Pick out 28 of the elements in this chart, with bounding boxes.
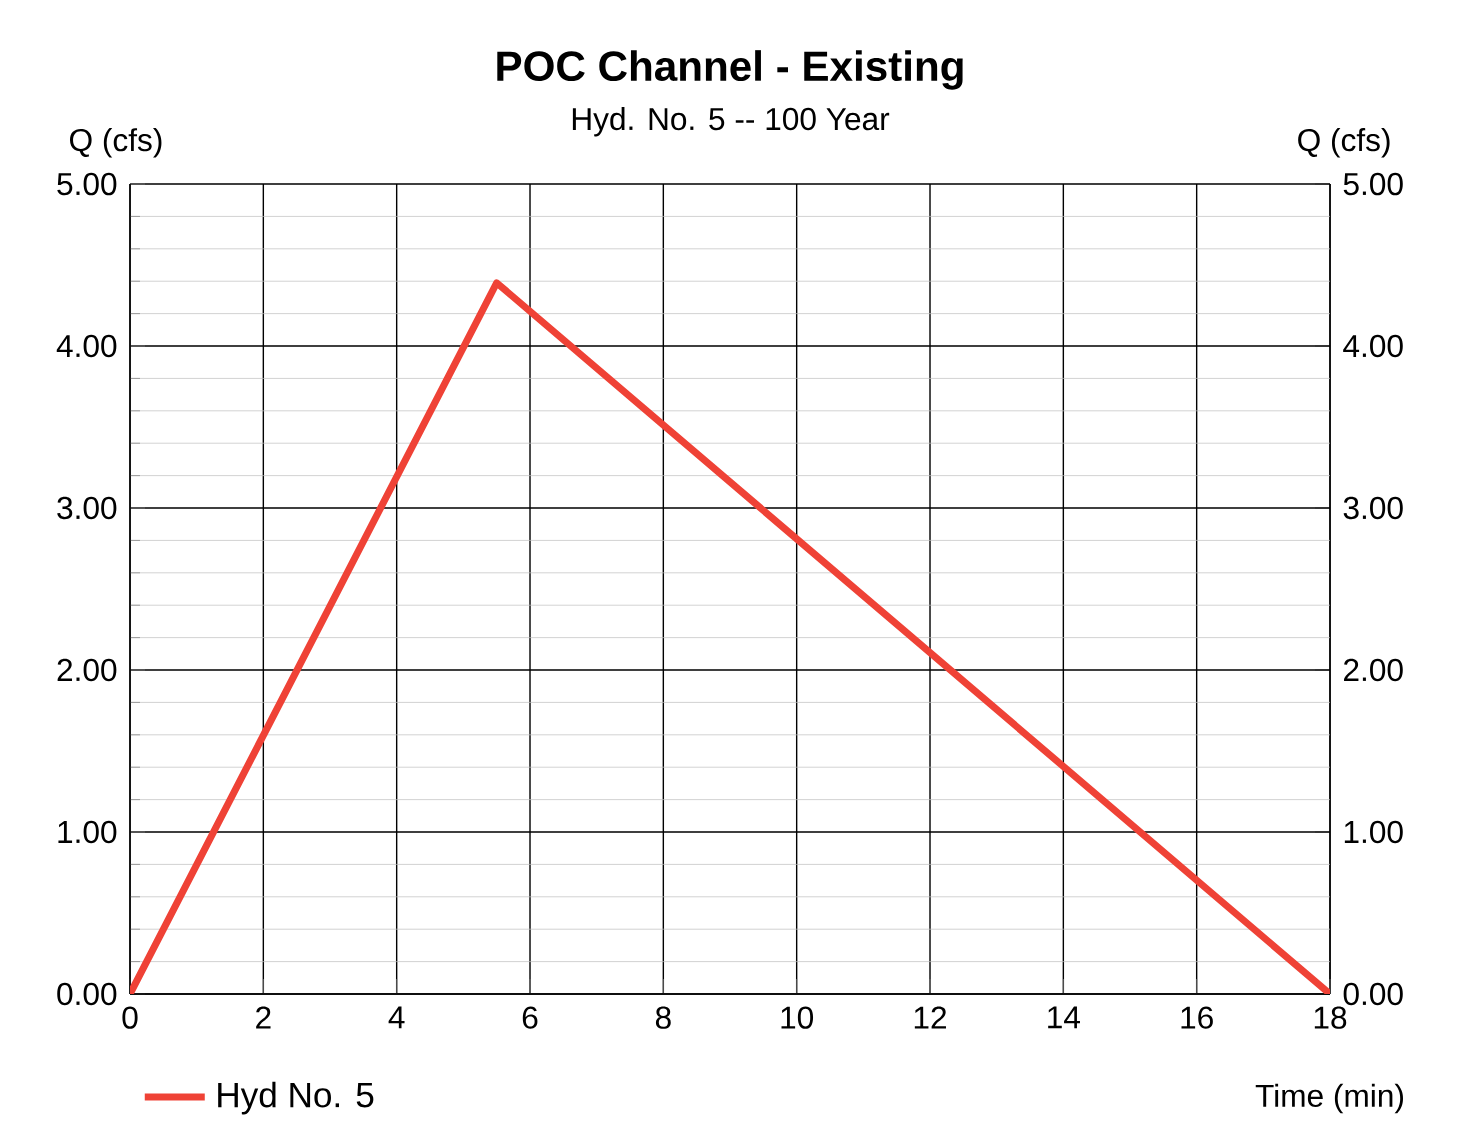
y-axis-title: Q (cfs) xyxy=(70,128,162,158)
y2-tick-label: 2.00 xyxy=(1344,658,1403,682)
x-tick-label: 6 xyxy=(522,1006,538,1029)
y-tick-label: 3.00 xyxy=(57,496,117,520)
x-tick-label: 2 xyxy=(256,1006,271,1029)
x-tick-label: 16 xyxy=(1181,1006,1213,1029)
y-tick-label: 4.00 xyxy=(56,334,117,358)
y2-tick-label: 1.00 xyxy=(1344,820,1403,844)
x-tick-label: 14 xyxy=(1048,1006,1080,1029)
x-tick-label: 18 xyxy=(1314,1006,1347,1029)
chart-title: POC Channel - Existing xyxy=(497,50,963,90)
legend-label: Hyd No. 5 xyxy=(218,1081,374,1115)
y2-axis-title: Q (cfs) xyxy=(1298,128,1390,158)
y-tick-label: 2.00 xyxy=(57,658,117,682)
chart-subtitle: Hyd. No. 5 -- 100 Year xyxy=(572,106,890,137)
x-tick-label: 10 xyxy=(781,1006,814,1029)
y2-tick-label: 4.00 xyxy=(1343,334,1403,358)
y2-tick-label: 5.00 xyxy=(1343,172,1403,196)
y2-tick-label: 0.00 xyxy=(1343,982,1403,1006)
y2-tick-label: 3.00 xyxy=(1343,496,1403,520)
x-axis-title: Time (min) xyxy=(1255,1083,1403,1114)
x-tick-label: 8 xyxy=(655,1006,671,1029)
y-tick-label: 5.00 xyxy=(57,172,117,196)
y-tick-label: 1.00 xyxy=(58,820,117,844)
x-tick-label: 12 xyxy=(914,1006,946,1029)
x-tick-label: 0 xyxy=(122,1006,138,1029)
x-tick-label: 4 xyxy=(388,1006,405,1029)
y-tick-label: 0.00 xyxy=(57,982,117,1006)
